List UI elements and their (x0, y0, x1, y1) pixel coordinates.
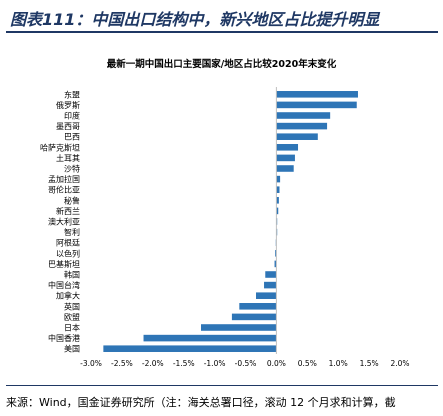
bar (276, 101, 357, 109)
bar (276, 154, 295, 162)
x-tick-label: 0.0% (267, 359, 286, 368)
x-tick-label: 2.0% (390, 359, 409, 368)
x-tick-label: -2.5% (111, 359, 133, 368)
category-label: 哈萨克斯坦 (40, 142, 80, 152)
bar (265, 271, 277, 278)
category-label: 阿根廷 (56, 238, 80, 248)
category-label: 孟加拉国 (48, 174, 80, 184)
bar (276, 112, 331, 119)
category-label: 以色列 (56, 248, 80, 258)
x-tick-label: -1.5% (173, 359, 195, 368)
bar (274, 260, 277, 268)
source-divider (6, 385, 438, 386)
category-label: 澳大利亚 (48, 217, 80, 227)
bar (276, 91, 358, 98)
category-label: 巴西 (64, 133, 80, 142)
category-label: 美国 (64, 344, 80, 354)
bar (276, 133, 318, 140)
x-tick-label: -2.0% (142, 359, 164, 368)
category-label: 秘鲁 (64, 195, 80, 205)
category-label: 土耳其 (56, 153, 80, 163)
bar (276, 197, 279, 204)
bar (276, 186, 280, 193)
category-label: 欧盟 (64, 312, 80, 322)
title-divider (6, 31, 438, 33)
x-tick-label: -0.5% (235, 359, 257, 368)
bar (276, 175, 281, 183)
category-label: 墨西哥 (56, 122, 80, 131)
bar (276, 165, 294, 172)
source-note: 来源：Wind，国金证券研究所（注：海关总署口径，滚动 12 个月求和计算，截 (6, 396, 396, 409)
bar (276, 122, 328, 130)
category-label: 东盟 (64, 89, 80, 99)
category-label: 加拿大 (56, 291, 80, 301)
bar (264, 281, 277, 289)
bar (103, 345, 277, 352)
category-label: 英国 (64, 301, 80, 311)
category-label: 俄罗斯 (56, 100, 80, 110)
x-tick-label: 0.5% (298, 359, 317, 368)
category-label: 沙特 (64, 164, 80, 174)
category-label: 印度 (64, 111, 80, 121)
category-label: 智利 (64, 227, 80, 237)
category-label: 巴基斯坦 (48, 259, 80, 269)
x-tick-label: -3.0% (80, 359, 102, 368)
category-label: 中国香港 (48, 333, 80, 343)
bar (276, 207, 279, 215)
bar (275, 250, 277, 257)
bar (276, 144, 299, 151)
bar (239, 303, 277, 310)
category-label: 哥伦比亚 (48, 185, 80, 195)
x-tick-label: -1.0% (204, 359, 226, 368)
bar (231, 313, 277, 321)
figure-title: 图表111：中国出口结构中，新兴地区占比提升明显 (10, 10, 380, 29)
bar (256, 292, 277, 299)
x-tick-label: 1.5% (360, 359, 379, 368)
category-label: 韩国 (64, 270, 80, 280)
category-label: 新西兰 (56, 206, 80, 216)
bar (201, 324, 277, 331)
category-label: 中国台湾 (48, 280, 80, 290)
x-tick-label: 1.0% (329, 359, 348, 368)
category-label: 日本 (64, 323, 80, 333)
bar (143, 334, 277, 342)
chart-title: 最新一期中国出口主要国家/地区占比较2020年末变化 (106, 59, 337, 70)
